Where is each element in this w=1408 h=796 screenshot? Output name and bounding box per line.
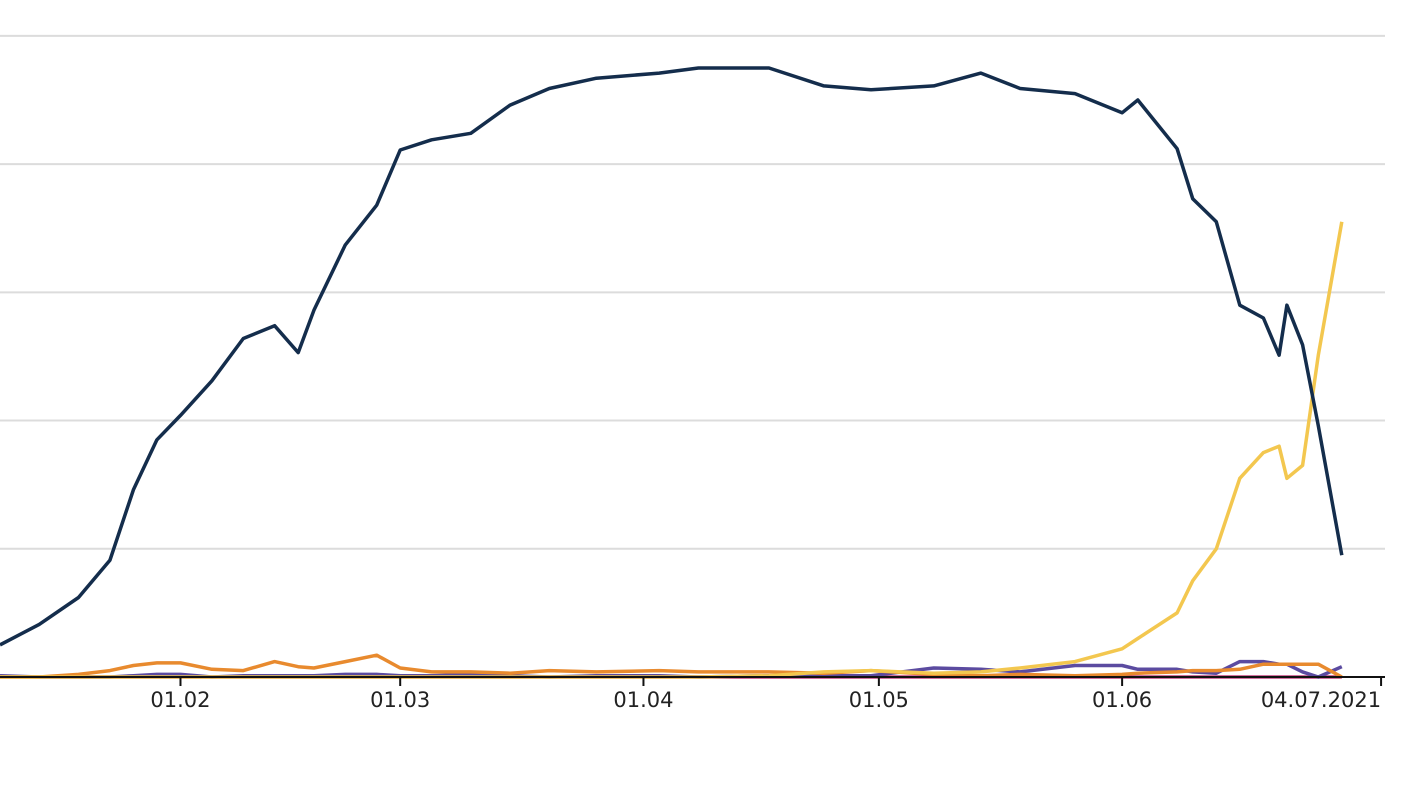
x-tick-label: 01.05 xyxy=(849,688,909,712)
x-tick-label: 01.06 xyxy=(1092,688,1152,712)
x-tick-label: 01.02 xyxy=(150,688,210,712)
series-line xyxy=(0,653,1343,679)
series-line xyxy=(0,221,1344,679)
x-tick-label: 04.07.2021 xyxy=(1261,688,1381,712)
x-tick-label: 01.04 xyxy=(613,688,673,712)
x-tick-label: 01.03 xyxy=(370,688,430,712)
series-line xyxy=(0,66,1344,647)
